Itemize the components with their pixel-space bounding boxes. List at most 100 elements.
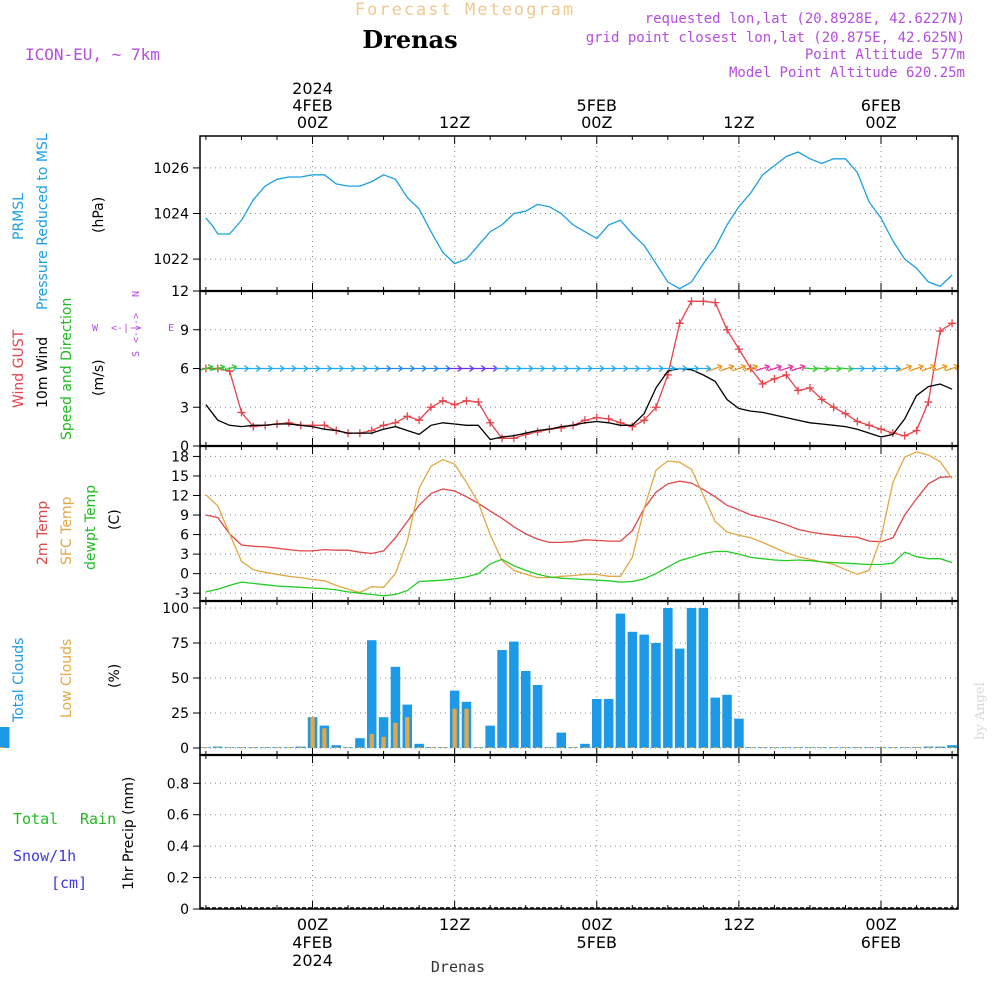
low-cloud-bar: [677, 747, 682, 748]
gust-marker: [865, 421, 874, 430]
low-cloud-bar: [215, 747, 220, 748]
temperature-ytick-label: 6: [180, 528, 189, 544]
low-cloud-bar: [819, 747, 824, 748]
gust-marker: [805, 383, 814, 392]
wind-arrow-shape: [791, 364, 806, 372]
low-cloud-bar: [784, 747, 789, 748]
bottom-time-label: 6FEB: [861, 933, 901, 952]
gust-marker: [426, 403, 435, 412]
total-cloud-bar: [710, 697, 720, 748]
top-time-label: 00Z: [297, 113, 328, 132]
wind-arrow: [933, 364, 948, 372]
gust-marker: [782, 370, 791, 379]
gust-marker: [320, 421, 329, 430]
temperature-ytick-label: 0: [180, 567, 189, 583]
total-cloud-bar: [0, 727, 10, 748]
snow-unit-label: [cm]: [51, 874, 87, 892]
total-cloud-bar: [947, 745, 957, 748]
low-cloud-bar: [843, 747, 848, 748]
low-cloud-bar: [642, 747, 647, 748]
gust-marker: [758, 380, 767, 388]
total-cloud-bar: [532, 685, 543, 748]
gust-marker: [711, 298, 720, 307]
top-time-label: 6FEB: [861, 96, 901, 115]
pressure-ytick-label: 1024: [153, 207, 189, 223]
low-cloud-bar: [334, 747, 339, 748]
wind-arrow: [802, 365, 819, 373]
low-cloud-bar: [914, 747, 919, 748]
low-cloud-bar: [926, 747, 931, 748]
gust-marker: [699, 297, 708, 306]
gust-marker: [853, 417, 862, 426]
pressure-ytick-label: 1022: [153, 252, 189, 268]
low-cloud-bar: [535, 747, 540, 748]
wind-arrow: [743, 364, 759, 372]
wind-arrow: [755, 364, 771, 372]
total-cloud-bar: [509, 641, 519, 748]
wind-arrow: [720, 364, 735, 372]
bottom-time-label: 12Z: [723, 915, 754, 934]
bottom-location: Drenas: [431, 958, 485, 976]
low-cloud-bar: [701, 747, 706, 748]
gust-marker: [415, 416, 424, 425]
precip-ytick-label: 0.8: [167, 776, 189, 792]
precip-ytick-label: 0: [180, 902, 189, 918]
pressure-ytick-label: 1026: [153, 161, 189, 177]
wind-arrow-shape: [921, 364, 936, 372]
wind-arrow-shape: [743, 364, 759, 372]
gust-marker: [734, 345, 743, 354]
gust-marker: [450, 400, 459, 409]
location-title: Drenas: [362, 25, 457, 54]
total-cloud-bar: [485, 725, 495, 748]
low-cloud-bar: [381, 736, 386, 748]
wind-ytick-label: 6: [180, 362, 189, 378]
bottom-time-label: 00Z: [297, 915, 328, 934]
low-cloud-bar: [523, 747, 528, 748]
wind-arrow: [897, 364, 913, 372]
total-cloud-bar: [367, 640, 377, 748]
gust-marker: [723, 325, 732, 334]
gust-marker: [948, 319, 957, 328]
low-cloud-bar: [464, 708, 469, 748]
wind-arrow-shape: [885, 364, 901, 373]
low-cloud-bar: [582, 747, 588, 748]
gust-marker: [557, 423, 566, 432]
low-cloud-bar: [488, 747, 493, 748]
wind-arrow-shape: [779, 364, 794, 372]
gust-marker: [924, 398, 933, 407]
low-cloud-bar: [760, 747, 765, 748]
requested-point: requested lon,lat (20.8928E, 42.6227N): [645, 11, 965, 27]
gust-marker: [912, 426, 921, 435]
gust-marker: [462, 396, 471, 405]
clouds-ytick-label: 25: [171, 706, 189, 722]
low-cloud-bar: [286, 747, 291, 748]
low-cloud-bar: [878, 747, 884, 748]
temperature-frame: [199, 445, 959, 602]
wind-arrow: [826, 365, 842, 373]
low-cloud-bar: [665, 747, 670, 748]
low-cloud-bar: [393, 722, 398, 748]
low-cloud-bar: [559, 747, 564, 748]
wind-arrow: [791, 364, 806, 372]
series-line-sfc-temp: [205, 451, 953, 594]
wind-arrow: [222, 364, 238, 372]
top-time-label: 00Z: [865, 113, 896, 132]
top-time-label: 4FEB: [292, 96, 332, 115]
top-time-label: 12Z: [723, 113, 754, 132]
low-cloud-bar: [713, 747, 718, 748]
low-cloud-bar: [890, 747, 895, 748]
wind-arrow: [708, 364, 723, 372]
bottom-time-label: 00Z: [581, 915, 612, 934]
rain-label-a: Total: [13, 810, 58, 828]
series-line-dewpt-temp: [205, 550, 953, 597]
wind-arrow-shape: [198, 364, 214, 372]
wind-arrow: [767, 364, 783, 372]
model-label: ICON-EU, ~ 7km: [25, 45, 160, 64]
compass-south: S: [131, 351, 142, 357]
gust-marker: [237, 408, 246, 417]
precip-frame: [199, 754, 959, 910]
low-cloud-bar: [405, 717, 410, 748]
low-cloud-bar: [263, 747, 268, 748]
gust-marker: [498, 434, 507, 443]
